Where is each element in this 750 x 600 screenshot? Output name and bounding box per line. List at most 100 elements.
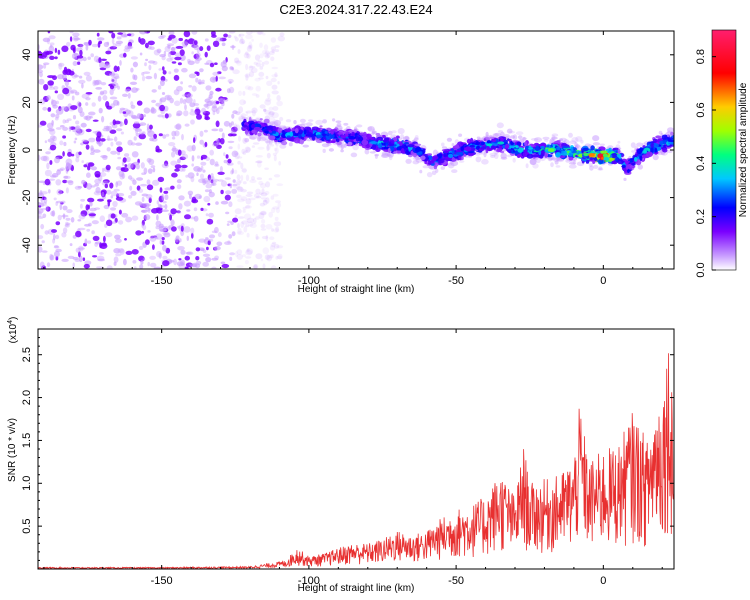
- heatmap-noise-blob: [276, 255, 283, 260]
- heatmap-noise-blob: [106, 147, 111, 152]
- heatmap-noise-blob: [177, 158, 181, 164]
- heatmap-noise-blob: [113, 248, 121, 254]
- heatmap-noise-blob: [162, 66, 165, 71]
- heatmap-noise-blob: [220, 189, 224, 195]
- heatmap-noise-blob: [141, 72, 145, 76]
- heatmap-noise-blob: [173, 258, 178, 266]
- heatmap-noise-blob: [63, 175, 71, 179]
- heatmap-noise-blob: [165, 133, 170, 137]
- heatmap-noise-blob: [83, 71, 91, 76]
- heatmap-signal-blob: [422, 148, 426, 154]
- heatmap-noise-blob: [78, 151, 82, 156]
- heatmap-noise-blob: [260, 210, 267, 216]
- heatmap-noise-blob: [212, 77, 216, 81]
- heatmap-signal-blob: [582, 147, 589, 152]
- heatmap-noise-blob: [64, 79, 69, 87]
- heatmap-halo-blob: [623, 177, 627, 181]
- heatmap-noise-blob: [245, 51, 249, 56]
- heatmap-noise-blob: [47, 138, 55, 143]
- heatmap-noise-blob: [69, 36, 73, 42]
- heatmap-noise-blob: [159, 54, 166, 58]
- heatmap-noise-blob: [136, 177, 144, 181]
- heatmap-noise-blob: [252, 213, 255, 216]
- heatmap-noise-blob: [45, 206, 51, 212]
- snr-y-tick-label: 0.5: [21, 518, 33, 533]
- heatmap-noise-blob: [52, 238, 56, 244]
- heatmap-noise-blob: [100, 155, 108, 158]
- heatmap-noise-blob: [261, 219, 266, 224]
- heatmap-noise-blob: [255, 160, 263, 164]
- heatmap-noise-blob: [84, 238, 88, 245]
- heatmap-noise-blob: [111, 123, 118, 129]
- heatmap-halo-blob: [476, 136, 481, 139]
- heatmap-noise-blob: [209, 62, 215, 68]
- heatmap-noise-blob: [99, 243, 108, 250]
- heatmap-signal-blob: [602, 153, 609, 158]
- heatmap-noise-blob: [212, 110, 216, 116]
- heatmap-noise-blob: [265, 50, 270, 56]
- heatmap-noise-blob: [272, 152, 277, 156]
- heatmap-noise-blob: [156, 214, 159, 221]
- heatmap-noise-blob: [141, 223, 144, 228]
- heatmap-noise-blob: [101, 191, 105, 197]
- heatmap-noise-blob: [105, 232, 113, 238]
- heatmap-noise-blob: [138, 36, 141, 43]
- heatmap-halo-blob: [485, 131, 489, 137]
- heatmap-noise-blob: [66, 222, 71, 226]
- heatmap-signal-blob: [540, 145, 545, 149]
- heatmap-noise-blob: [162, 260, 170, 267]
- heatmap-noise-blob: [246, 191, 254, 195]
- heatmap-noise-blob: [217, 232, 222, 238]
- heatmap-noise-blob: [38, 69, 44, 74]
- heatmap-signal-blob: [466, 138, 471, 144]
- heatmap-signal-blob: [635, 160, 642, 166]
- heatmap-halo-blob: [374, 153, 380, 157]
- heatmap-noise-blob: [233, 35, 237, 39]
- heatmap-signal-blob: [380, 142, 387, 145]
- heatmap-noise-blob: [66, 118, 72, 122]
- heatmap-halo-blob: [458, 160, 465, 163]
- heatmap-noise-blob: [38, 235, 44, 240]
- heatmap-noise-blob: [191, 144, 196, 152]
- heatmap-noise-blob: [162, 115, 166, 119]
- heatmap-noise-blob: [248, 197, 256, 201]
- heatmap-noise-blob: [82, 140, 90, 145]
- heatmap-noise-blob: [234, 208, 242, 215]
- heatmap-noise-blob: [270, 144, 274, 147]
- heatmap-noise-blob: [135, 163, 140, 170]
- heatmap-signal-blob: [426, 153, 432, 156]
- heatmap-noise-blob: [168, 71, 172, 75]
- heatmap-noise-blob: [80, 142, 84, 146]
- heatmap-noise-blob: [185, 262, 193, 268]
- heatmap-noise-blob: [241, 41, 245, 44]
- heatmap-noise-blob: [138, 133, 146, 140]
- heatmap-noise-blob: [83, 42, 89, 46]
- heatmap-signal-blob: [401, 148, 405, 153]
- heatmap-noise-blob: [162, 244, 167, 252]
- snr-x-tick-label: 0: [600, 575, 606, 587]
- heatmap-noise-blob: [63, 175, 69, 179]
- heatmap-halo-blob: [494, 132, 502, 137]
- heatmap-noise-blob: [217, 71, 222, 75]
- heatmap-noise-blob: [107, 199, 111, 207]
- heatmap-noise-blob: [71, 95, 75, 101]
- heatmap-noise-blob: [122, 157, 127, 163]
- heatmap-noise-blob: [168, 34, 176, 39]
- heatmap-noise-blob: [236, 194, 242, 199]
- heatmap-noise-blob: [187, 172, 195, 179]
- heatmap-noise-blob: [38, 205, 42, 208]
- heatmap-noise-blob: [260, 182, 267, 189]
- heatmap-halo-blob: [496, 122, 504, 129]
- heatmap-noise-blob: [131, 87, 138, 93]
- heatmap-noise-blob: [142, 257, 146, 261]
- heatmap-noise-blob: [271, 49, 276, 53]
- heatmap-noise-blob: [277, 202, 282, 208]
- heatmap-noise-blob: [255, 195, 262, 199]
- heatmap-halo-blob: [568, 164, 577, 169]
- heatmap-noise-blob: [109, 46, 118, 50]
- heatmap-halo-blob: [641, 142, 647, 146]
- heatmap-noise-blob: [109, 182, 114, 189]
- heatmap-noise-blob: [95, 186, 101, 194]
- heatmap-noise-blob: [114, 234, 121, 240]
- heatmap-noise-blob: [51, 229, 57, 233]
